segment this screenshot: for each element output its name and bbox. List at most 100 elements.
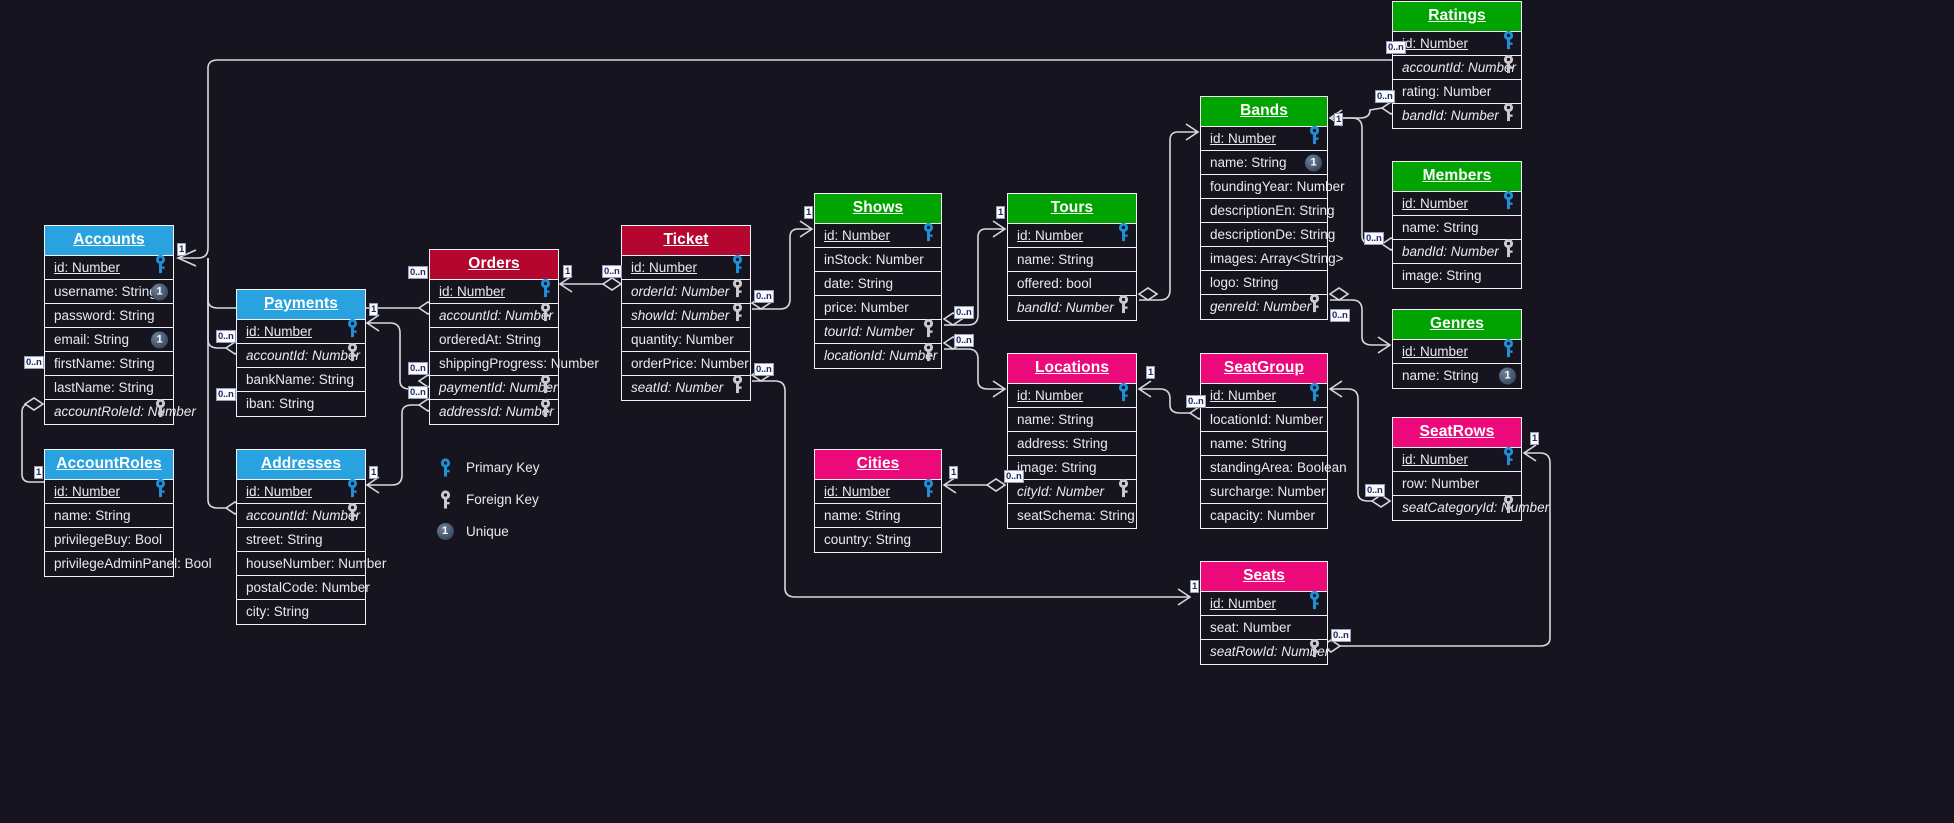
- attribute-row[interactable]: name: String: [1393, 216, 1521, 240]
- attribute-row[interactable]: password: String: [45, 304, 173, 328]
- entity-bands[interactable]: Bands id: Number name: String 1 foundingYear…: [1200, 96, 1345, 320]
- attribute-row[interactable]: address: String: [1008, 432, 1136, 456]
- attribute-row[interactable]: id: Number: [1008, 222, 1136, 248]
- attribute-row[interactable]: image: String: [1393, 264, 1521, 288]
- attribute-row[interactable]: firstName: String: [45, 352, 173, 376]
- attribute-row[interactable]: date: String: [815, 272, 941, 296]
- attribute-row[interactable]: descriptionEn: String: [1201, 199, 1335, 223]
- attribute-row[interactable]: genreId: Number: [1201, 293, 1327, 319]
- attribute-row[interactable]: id: Number: [1393, 30, 1521, 56]
- attribute-row[interactable]: id: Number: [1393, 446, 1521, 472]
- attribute-row[interactable]: name: String 1: [1201, 151, 1327, 175]
- attribute-row[interactable]: name: String: [1008, 408, 1136, 432]
- attribute-row[interactable]: id: Number: [622, 254, 750, 280]
- entity-accounts[interactable]: Accounts id: Number username: String 1 passw…: [44, 225, 196, 425]
- attribute-row[interactable]: orderPrice: Number: [622, 352, 750, 376]
- attribute-row[interactable]: accountId: Number: [237, 502, 365, 528]
- entity-tours[interactable]: Tours id: Number name: String offered: bool…: [1007, 193, 1137, 321]
- attribute-row[interactable]: surcharge: Number: [1201, 480, 1327, 504]
- attribute-row[interactable]: showId: Number: [622, 302, 750, 328]
- attribute-row[interactable]: orderedAt: String: [430, 328, 558, 352]
- attribute-row[interactable]: id: Number: [1201, 590, 1327, 616]
- attribute-row[interactable]: bandId: Number: [1393, 238, 1521, 264]
- attribute-row[interactable]: rating: Number: [1393, 80, 1521, 104]
- attribute-row[interactable]: bankName: String: [237, 368, 365, 392]
- attribute-row[interactable]: id: Number: [430, 278, 558, 304]
- attribute-row[interactable]: iban: String: [237, 392, 365, 416]
- attribute-row[interactable]: street: String: [237, 528, 365, 552]
- attribute-row[interactable]: orderId: Number: [622, 278, 750, 304]
- attribute-row[interactable]: country: String: [815, 528, 941, 552]
- attribute-row[interactable]: name: String: [1201, 432, 1327, 456]
- attribute-row[interactable]: city: String: [237, 600, 365, 624]
- attribute-row[interactable]: accountRoleId: Number: [45, 398, 196, 424]
- attribute-row[interactable]: seatId: Number: [622, 374, 750, 400]
- attribute-row[interactable]: id: Number: [45, 254, 173, 280]
- attribute-row[interactable]: capacity: Number: [1201, 504, 1327, 528]
- attribute-row[interactable]: offered: bool: [1008, 272, 1136, 296]
- entity-locations[interactable]: Locations id: Number name: String address: …: [1007, 353, 1137, 529]
- attribute-row[interactable]: name: String: [815, 504, 941, 528]
- attribute-row[interactable]: seatSchema: String: [1008, 504, 1136, 528]
- attribute-row[interactable]: bandId: Number: [1393, 102, 1521, 128]
- attribute-row[interactable]: foundingYear: Number: [1201, 175, 1345, 199]
- attribute-row[interactable]: privilegeAdminPanel: Bool: [45, 552, 212, 576]
- attribute-row[interactable]: locationId: Number: [815, 342, 941, 368]
- entity-payments[interactable]: Payments id: Number accountId: Number bankN…: [236, 289, 366, 417]
- attribute-row[interactable]: id: Number: [45, 478, 173, 504]
- attribute-row[interactable]: bandId: Number: [1008, 294, 1136, 320]
- attribute-row[interactable]: id: Number: [237, 478, 365, 504]
- attribute-row[interactable]: houseNumber: Number: [237, 552, 386, 576]
- attribute-row[interactable]: image: String: [1008, 456, 1136, 480]
- attribute-row[interactable]: lastName: String: [45, 376, 173, 400]
- attribute-row[interactable]: cityId: Number: [1008, 478, 1136, 504]
- entity-genres[interactable]: Genres id: Number name: String 1: [1392, 309, 1522, 389]
- attribute-row[interactable]: descriptionDe: String: [1201, 223, 1335, 247]
- attribute-row[interactable]: addressId: Number: [430, 398, 558, 424]
- attribute-row[interactable]: id: Number: [1393, 338, 1521, 364]
- entity-accountroles[interactable]: AccountRoles id: Number name: String privil…: [44, 449, 212, 577]
- attribute-row[interactable]: id: Number: [237, 318, 365, 344]
- attribute-row[interactable]: username: String 1: [45, 280, 173, 304]
- legend-label-primary-key: Primary Key: [466, 459, 540, 475]
- attribute-row[interactable]: inStock: Number: [815, 248, 941, 272]
- attribute-row[interactable]: privilegeBuy: Bool: [45, 528, 173, 552]
- attribute-row[interactable]: accountId: Number: [237, 342, 365, 368]
- attribute-row[interactable]: id: Number: [1008, 382, 1136, 408]
- entity-ticket[interactable]: Ticket id: Number orderId: Number showId: N…: [621, 225, 751, 401]
- entity-members[interactable]: Members id: Number name: String bandId: Num…: [1392, 161, 1522, 289]
- attribute-row[interactable]: accountId: Number: [1393, 54, 1521, 80]
- entity-cities[interactable]: Cities id: Number name: String country: Str…: [814, 449, 942, 553]
- attribute-row[interactable]: id: Number: [1201, 382, 1327, 408]
- attribute-row[interactable]: standingArea: Boolean: [1201, 456, 1347, 480]
- entity-seatgroup[interactable]: SeatGroup id: Number locationId: Number nam…: [1200, 353, 1347, 529]
- attribute-row[interactable]: id: Number: [815, 478, 941, 504]
- attribute-row[interactable]: tourId: Number: [815, 318, 941, 344]
- attribute-row[interactable]: locationId: Number: [1201, 408, 1327, 432]
- attribute-row[interactable]: row: Number: [1393, 472, 1521, 496]
- entity-shows[interactable]: Shows id: Number inStock: Number date: Stri…: [814, 193, 942, 369]
- attribute-row[interactable]: id: Number: [815, 222, 941, 248]
- attribute-row[interactable]: accountId: Number: [430, 302, 558, 328]
- attribute-row[interactable]: email: String 1: [45, 328, 173, 352]
- entity-seats[interactable]: Seats id: Number seat: Number seatRowId: Nu…: [1200, 561, 1329, 665]
- attribute-row[interactable]: quantity: Number: [622, 328, 750, 352]
- attribute-row[interactable]: postalCode: Number: [237, 576, 370, 600]
- entity-seatrows[interactable]: SeatRows id: Number row: Number seatCategor…: [1392, 417, 1549, 521]
- attribute-row[interactable]: name: String 1: [1393, 364, 1521, 388]
- attribute-row[interactable]: seatCategoryId: Number: [1393, 494, 1549, 520]
- attribute-row[interactable]: price: Number: [815, 296, 941, 320]
- entity-addresses[interactable]: Addresses id: Number accountId: Number stre…: [236, 449, 386, 625]
- attribute-row[interactable]: paymentId: Number: [430, 374, 558, 400]
- entity-ratings[interactable]: Ratings id: Number accountId: Number rating…: [1392, 1, 1522, 129]
- attribute-row[interactable]: id: Number: [1393, 190, 1521, 216]
- attribute-row[interactable]: shippingProgress: Number: [430, 352, 599, 376]
- attribute-row[interactable]: name: String: [1008, 248, 1136, 272]
- attribute-row[interactable]: logo: String: [1201, 271, 1327, 295]
- attribute-row[interactable]: seat: Number: [1201, 616, 1327, 640]
- attribute-row[interactable]: seatRowId: Number: [1201, 638, 1329, 664]
- attribute-row[interactable]: images: Array<String>: [1201, 247, 1344, 271]
- entity-orders[interactable]: Orders id: Number accountId: Number ordered…: [429, 249, 599, 425]
- attribute-row[interactable]: name: String: [45, 504, 173, 528]
- attribute-row[interactable]: id: Number: [1201, 125, 1327, 151]
